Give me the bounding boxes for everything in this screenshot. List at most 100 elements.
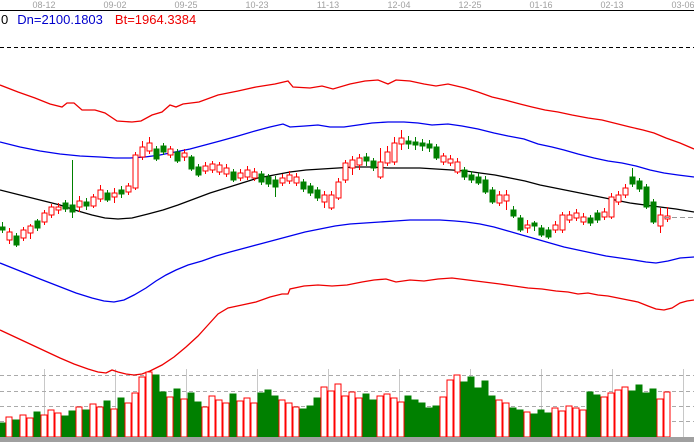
volume-bar-down: [0, 422, 6, 438]
volume-bar-down: [306, 405, 314, 438]
candle-body-down: [587, 217, 594, 224]
candle-body-up: [97, 189, 104, 200]
volume-bar-up: [19, 414, 27, 438]
volume-bar-down: [61, 415, 69, 438]
candle-body-up: [447, 158, 454, 164]
volume-bar-up: [26, 417, 34, 438]
date-label: 09-25: [174, 0, 197, 10]
volume-bar-up: [495, 399, 503, 438]
volume-bar-up: [96, 406, 104, 438]
volume-bar-down: [229, 393, 237, 438]
volume-bar-up: [208, 395, 216, 438]
candle-body-down: [258, 173, 265, 183]
candle-body-up: [573, 212, 580, 219]
candle-body-up: [321, 194, 328, 203]
volume-bar-up: [453, 374, 461, 438]
candle-body-down: [160, 145, 167, 153]
candle-body-up: [209, 163, 216, 171]
volume-bar-up: [565, 405, 573, 438]
date-label: 12-04: [387, 0, 410, 10]
candle-body-up: [601, 211, 608, 218]
volume-bar-down: [418, 402, 426, 438]
volume-bar-up: [327, 390, 335, 438]
candle-body-down: [461, 169, 468, 178]
candle-body-up: [552, 224, 559, 231]
volume-bar-up: [397, 401, 405, 438]
volume-bar-down: [425, 407, 433, 438]
volume-bar-down: [530, 413, 538, 438]
volume-bar-down: [404, 395, 412, 438]
candle-body-up: [580, 216, 587, 223]
volume-bar-up: [355, 397, 363, 438]
volume-bar-up: [131, 392, 139, 438]
candle-body-up: [622, 187, 629, 196]
volume-bar-down: [593, 394, 601, 438]
candle-body-up: [615, 194, 622, 203]
volume-bar-down: [474, 387, 482, 438]
candle-body-down: [370, 160, 377, 169]
candle-body-down: [69, 204, 76, 213]
candle-body-down: [482, 179, 489, 193]
volume-bar-down: [509, 407, 517, 438]
volume-bar-up: [166, 396, 174, 438]
candle-body-down: [153, 148, 160, 160]
candle-body-down: [510, 209, 517, 217]
candle-body-up: [90, 196, 97, 207]
volume-bar-up: [502, 402, 510, 438]
volume-bar-up: [5, 416, 13, 438]
volume-bar-up: [600, 396, 608, 438]
volume-bar-down: [12, 419, 20, 438]
candle-body-down: [629, 176, 636, 185]
volume-bar-down: [488, 395, 496, 438]
volume-bar-down: [649, 388, 657, 438]
candle-body-up: [377, 161, 384, 178]
candle-body-down: [118, 189, 125, 195]
candle-body-up: [398, 137, 405, 145]
volume-bar-down: [467, 376, 475, 438]
volume-bar-up: [201, 406, 209, 438]
volume-bar-up: [523, 411, 531, 438]
candle-body-up: [279, 177, 286, 184]
candle-body-down: [517, 217, 524, 231]
candle-body-up: [286, 174, 293, 182]
candle-body-up: [349, 159, 356, 169]
volume-bar-up: [348, 391, 356, 438]
candle-body-up: [146, 142, 153, 152]
band-lower-red: [0, 277, 694, 376]
volume-bar-down: [68, 410, 76, 438]
candle-body-down: [489, 189, 496, 203]
candle-body-down: [307, 185, 314, 194]
candle-body-down: [468, 174, 475, 181]
volume-bar-up: [222, 402, 230, 438]
candle-body-down: [230, 171, 237, 181]
volume-bar-up: [558, 410, 566, 438]
band-upper-red: [0, 79, 694, 150]
volume-bar-up: [390, 397, 398, 438]
volume-bar-up: [180, 398, 188, 438]
candle-body-down: [34, 220, 41, 229]
indicator-left-fragment: 0: [1, 12, 9, 27]
candle-body-up: [328, 194, 335, 209]
date-label: 12-25: [458, 0, 481, 10]
candle-body-up: [48, 206, 55, 216]
volume-bar-down: [516, 409, 524, 438]
volume-bar-up: [614, 389, 622, 438]
candle-body-up: [223, 167, 230, 175]
candle-body-up: [181, 152, 188, 158]
volume-bar-down: [369, 399, 377, 438]
volume-bar-down: [194, 401, 202, 438]
candle-body-down: [188, 156, 195, 170]
candle-body-down: [13, 235, 20, 246]
volume-bar-down: [411, 399, 419, 438]
volume-bar-down: [642, 392, 650, 438]
candle-body-down: [433, 146, 440, 159]
candle-body-up: [608, 196, 615, 218]
candle-body-up: [244, 169, 251, 178]
candle-body-up: [237, 172, 244, 179]
volume-bar-up: [236, 400, 244, 438]
indicator-bt-value: Bt=1964.3384: [114, 12, 197, 27]
volume-bar-up: [145, 371, 153, 438]
volume-bar-down: [544, 412, 552, 438]
